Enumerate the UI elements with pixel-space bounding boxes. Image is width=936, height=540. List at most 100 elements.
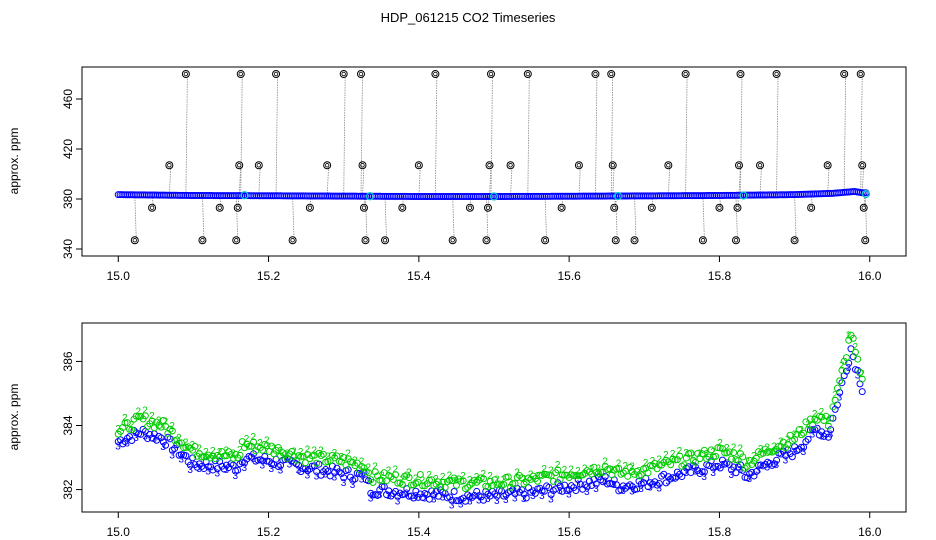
top-trace-line [452, 196, 455, 241]
bottom-series-2-label: 2 [163, 416, 169, 427]
bottom-series-3-label: 3 [287, 460, 293, 471]
bottom-series-3-point [259, 457, 267, 465]
bottom-series-2-point [752, 454, 760, 462]
bottom-series-2-point [405, 474, 413, 482]
bottom-series-2-label: 2 [852, 342, 858, 353]
top-trace-line [738, 165, 741, 196]
bottom-series-3-point [516, 488, 524, 496]
bottom-series-2-label: 2 [690, 451, 696, 462]
bottom-series-2-point [829, 403, 837, 411]
top-outlier-point-inner [609, 71, 614, 77]
top-outlier-point [236, 70, 245, 78]
top-outlier-point [807, 203, 816, 212]
bottom-series-3-point [383, 491, 391, 499]
top-trace-line [612, 165, 615, 197]
top-outlier-point-inner [841, 71, 847, 77]
bottom-series-3-label: 3 [242, 463, 248, 474]
top-outlier-point-inner [433, 71, 438, 77]
bottom-series-2-point [842, 354, 850, 362]
bottom-series-3-point [410, 494, 418, 502]
bottom-series-3-point [617, 486, 625, 494]
bottom-series-2-label: 2 [683, 448, 689, 459]
bottom-series-2-point [851, 348, 859, 356]
top-outlier-point-inner [234, 238, 239, 243]
top-outlier-point [772, 70, 781, 78]
bottom-series-2-label: 2 [223, 446, 229, 457]
figure-title: HDP_061215 CO2 Timeseries [381, 10, 556, 25]
bottom-series-3-point [804, 435, 812, 443]
bottom-series-2-point [570, 472, 578, 480]
top-outlier-point [148, 203, 157, 212]
bottom-series-3-point [687, 469, 695, 477]
top-outlier-point-inner [525, 71, 531, 77]
bottom-series-3-point [204, 463, 212, 471]
bottom-series-3-point [119, 440, 127, 448]
top-outlier-point [736, 70, 745, 78]
bottom-series-2-point [646, 462, 654, 470]
bottom-series-3-label: 3 [593, 484, 599, 495]
bottom-series-2-point [858, 375, 866, 383]
bottom-series-2-point [748, 461, 756, 469]
top-trace-line [860, 73, 863, 193]
bottom-series-3-point [403, 485, 411, 493]
bottom-series-3-point [407, 492, 415, 500]
bottom-series-2-label: 2 [447, 470, 453, 481]
top-outlier-point [232, 236, 241, 245]
top-trace-line [685, 73, 688, 196]
bottom-series-2-label: 2 [609, 465, 615, 476]
bottom-series-2-point [707, 446, 715, 454]
top-highlight-point [739, 191, 748, 200]
bottom-series-2-point [725, 448, 733, 456]
bottom-series-3-point [673, 468, 681, 476]
top-outlier-point-inner [700, 238, 706, 243]
bottom-series-2-label: 2 [284, 448, 290, 459]
top-outlier-point-inner [738, 71, 743, 77]
bottom-series-2-point [310, 451, 318, 459]
bottom-series-2-point [313, 459, 321, 467]
top-outlier-point [486, 70, 495, 78]
top-outlier-point-inner [559, 205, 564, 210]
top-outlier-point-inner [683, 71, 688, 77]
top-x-tick-label: 15.6 [557, 269, 581, 283]
top-outlier-point [165, 161, 174, 170]
bottom-series-3-label: 3 [187, 465, 193, 476]
bottom-series-3-label: 3 [260, 461, 266, 472]
bottom-series-3-label: 3 [656, 484, 662, 495]
bottom-series-3-label: 3 [846, 363, 852, 374]
bottom-series-2-label: 2 [595, 463, 601, 474]
bottom-series-3-label: 3 [368, 493, 374, 504]
bottom-series-2-point [301, 459, 309, 467]
top-outlier-point [856, 70, 865, 78]
bottom-series-3-point [331, 469, 339, 477]
bottom-series-2-label: 2 [460, 471, 466, 482]
top-outlier-point-inner [485, 205, 491, 210]
top-highlight-point [365, 192, 375, 201]
top-outlier-point [431, 70, 440, 78]
bottom-series-3-label: 3 [458, 499, 464, 510]
bottom-series-2-label: 2 [629, 461, 635, 472]
top-trace-line [434, 73, 438, 197]
bottom-series-2-point [423, 480, 431, 488]
bottom-series-3-label: 3 [431, 495, 437, 506]
bottom-series-3-label: 3 [620, 486, 626, 497]
bottom-series-2-point [511, 479, 519, 487]
bottom-series-2-label: 2 [555, 460, 561, 471]
bottom-series-2-label: 2 [176, 433, 182, 444]
bottom-series-2-point [153, 418, 161, 426]
bottom-series-3-point [452, 497, 460, 505]
bottom-series-2-label: 2 [785, 434, 791, 445]
top-outlier-point-inner [736, 163, 742, 168]
bottom-series-3-label: 3 [305, 471, 311, 482]
top-trace-line [490, 73, 493, 197]
bottom-series-3-point [633, 485, 641, 493]
bottom-series-2-point [644, 469, 652, 477]
bottom-series-3-point [761, 461, 769, 469]
bottom-series-3-label: 3 [151, 434, 157, 445]
bottom-series-2-label: 2 [819, 407, 825, 418]
bottom-series-3-point [450, 488, 458, 496]
top-outlier-point [323, 161, 332, 170]
top-outlier-point [734, 161, 743, 170]
bottom-series-3-label: 3 [449, 500, 455, 511]
bottom-series-2-point [191, 442, 199, 450]
